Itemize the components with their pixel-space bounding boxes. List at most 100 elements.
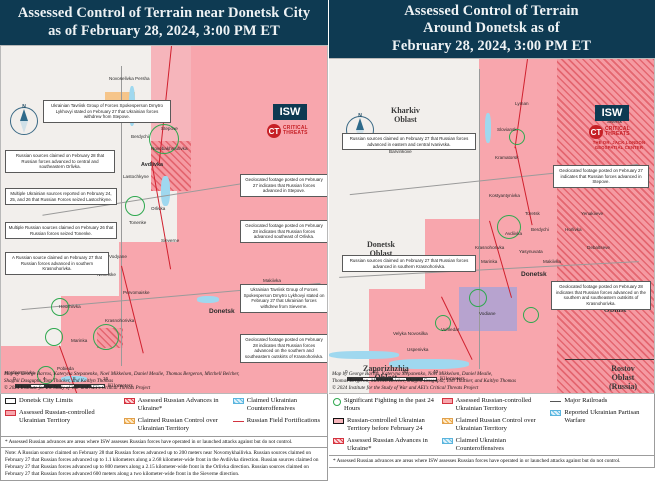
- ctp-mark-icon: CT: [589, 125, 603, 139]
- oblast-label-line: Oblast: [611, 372, 635, 382]
- left-legend-col-3: Claimed Ukrainian Counteroffensives Russ…: [232, 397, 323, 433]
- significant-fighting-circle-6: [93, 324, 119, 350]
- city-label: Novobakhmutivka: [151, 146, 188, 151]
- scale-segment: [15, 384, 30, 388]
- callout-stepove-withdraw: Ukrainian Tavriisk Group of Forces Spoke…: [43, 100, 171, 123]
- red-hatch-box-icon: [333, 437, 344, 444]
- left-legend-col-1: Donetsk City Limits Assessed Russian-con…: [5, 397, 121, 433]
- city-label: Berdychi: [131, 134, 149, 139]
- oblast-label-kharkiv: Kharkiv Oblast: [391, 106, 420, 125]
- city-label: Makiivka: [263, 278, 281, 283]
- left-map[interactable]: Novoselivka Persha Keramik Berdychi Step…: [0, 45, 328, 394]
- city-label: Debaltseve: [587, 245, 610, 250]
- water-body-4: [61, 376, 87, 382]
- outline-box-icon: [5, 398, 16, 404]
- city-label: Vuhledar: [441, 327, 460, 332]
- callout-tonenke: Multiple Russian sources claimed on Febr…: [5, 222, 117, 240]
- blue-hatch-box-icon: [441, 437, 453, 444]
- blue-hatch-box-icon: [232, 398, 244, 404]
- scale-segment: [75, 384, 90, 388]
- oblast-label-line: Oblast: [394, 114, 417, 124]
- jack-london-line-2: GEOSPATIAL CENTER: [594, 144, 644, 150]
- right-map-credits: Map by George Barros, Kateryna Stepanenk…: [332, 371, 651, 392]
- oblast-label-line: Rostov: [611, 364, 635, 373]
- ctp-text: CRITICAL THREATS: [283, 125, 308, 137]
- scale-tick-2: 8: [73, 376, 76, 381]
- credits-line-3: © 2024 Institute for the Study of War an…: [332, 385, 479, 392]
- legend-label: Russian-controlled Ukrainian Territory b…: [347, 416, 425, 432]
- left-legend-col-2: Assessed Russian Advances in Ukraine* Cl…: [123, 397, 230, 433]
- city-label: Krasnohorivka: [475, 245, 505, 250]
- callout-lastochkyne: Multiple Ukrainian sources reported on F…: [5, 188, 117, 206]
- left-panel: Assessed Control of Terrain near Donetsk…: [0, 0, 328, 481]
- red-hatch-box-icon: [123, 398, 135, 404]
- left-note: Note: A Russian source claimed on Februa…: [0, 448, 328, 481]
- right-title-line-3: February 28, 2024, 3:00 PM ET: [391, 37, 592, 54]
- ctp-text-line-2: THREATS: [283, 130, 308, 136]
- legend-item-partisan-warfare: Reported Ukrainian Partisan Warfare: [550, 409, 650, 425]
- oblast-label-donetsk: Donetsk Oblast: [367, 240, 395, 259]
- city-label: Kramatorsk: [495, 155, 519, 160]
- scale-segment: [60, 384, 75, 388]
- legend-item-assessed-russian-advances: Assessed Russian Advances in Ukraine*: [333, 437, 439, 453]
- scale-tick-0: 0: [13, 376, 16, 381]
- legend-item-significant-fighting: Significant Fighting in the past 24 Hour…: [333, 397, 439, 413]
- legend-label: Claimed Ukrainian Counteroffensives: [455, 436, 507, 452]
- callout-sieverne-withdraw: Ukrainian Tavriisk Group of Forces Spoke…: [240, 284, 327, 313]
- partisan-warfare-area: [459, 287, 517, 331]
- isw-logo: ISW: [595, 105, 629, 121]
- city-label: Novoselivka Persha: [109, 76, 150, 81]
- significant-fighting-circle-2: [125, 196, 145, 216]
- compass-north-label: N: [22, 104, 26, 110]
- compass-north-label: N: [358, 113, 362, 119]
- legend-label: Claimed Ukrainian Counteroffensives: [246, 397, 298, 412]
- legend-label: Major Railroads: [564, 397, 608, 404]
- right-map[interactable]: Kharkiv Oblast Donetsk Oblast Donetsk Ob…: [328, 58, 655, 394]
- ctp-text-line-2: THREATS: [605, 131, 630, 137]
- city-label: Siversk: [607, 119, 623, 124]
- legend-label: Assessed Russian-controlled Ukrainian Te…: [19, 408, 95, 424]
- significant-fighting-circle-4: [435, 315, 451, 331]
- right-footnote: * Assessed Russian advances are areas wh…: [328, 456, 655, 469]
- legend-item-claimed-russian-control: Claimed Russian Control over Ukrainian T…: [441, 417, 548, 433]
- legend-item-donetsk-city-limits: Donetsk City Limits: [5, 397, 121, 405]
- right-legend-col-2: Assessed Russian-controlled Ukrainian Te…: [441, 397, 548, 452]
- city-label: Toretsk: [525, 211, 540, 216]
- callout-stepove-geoloc: Geolocated footage posted on February 27…: [553, 165, 649, 188]
- scale-segment: [347, 377, 362, 381]
- city-label: Barvinkove: [389, 149, 412, 154]
- right-title-banner: Assessed Control of Terrain Around Donet…: [328, 0, 655, 58]
- legend-item-russian-field-fortifications: Russian Field Fortifications: [232, 417, 323, 425]
- city-label: Sloviansk: [497, 127, 517, 132]
- city-label: Horlivka: [565, 227, 582, 232]
- legend-label: Assessed Russian Advances in Ukraine*: [347, 436, 428, 452]
- callout-krasnohorivka-south: A Russian source claimed on February 27 …: [5, 252, 109, 275]
- significant-fighting-circle-5: [37, 366, 55, 384]
- credits-line-3: © 2024 Institute for the Study of War an…: [4, 385, 151, 392]
- scale-tick-1: 4: [43, 376, 46, 381]
- city-label: Avdiivka: [505, 231, 523, 236]
- credits-line-1: Map by George Barros, Kateryna Stepanenk…: [332, 371, 493, 378]
- left-title-banner: Assessed Control of Terrain near Donetsk…: [0, 0, 328, 45]
- scale-segment: [90, 384, 105, 388]
- claimed-russian-control-area: [105, 92, 135, 102]
- scale-tick-2: 20: [403, 369, 409, 374]
- significant-fighting-circle-4: [45, 328, 63, 346]
- callout-orlivka-southeast: Geolocated footage posted on February 28…: [240, 220, 327, 243]
- scale-segment: [362, 377, 377, 381]
- water-body-2: [329, 351, 399, 359]
- russian-controlled-area-southwest: [369, 289, 439, 393]
- city-label: Uspenivka: [407, 347, 429, 352]
- city-label: Krasnohorivka: [105, 318, 135, 323]
- compass-rose: N: [7, 104, 41, 138]
- red-line-icon: [232, 420, 244, 422]
- jack-london-center-label: THE DR. JACK LONDON GEOSPATIAL CENTER: [583, 140, 654, 151]
- jack-london-line-1: THE DR. JACK LONDON: [592, 140, 646, 145]
- city-label: Marinka: [481, 259, 498, 264]
- isw-logo: ISW: [273, 104, 307, 120]
- significant-fighting-circle-3: [469, 289, 487, 307]
- callout-krasnohorivka-outskirts: Geolocated footage posted on February 28…: [551, 281, 651, 310]
- ctp-text-line-1: CRITICAL: [605, 125, 630, 132]
- rail-line-icon: [550, 401, 562, 402]
- callout-krasnohorivka-south: Russian sources claimed on February 27 t…: [342, 255, 476, 273]
